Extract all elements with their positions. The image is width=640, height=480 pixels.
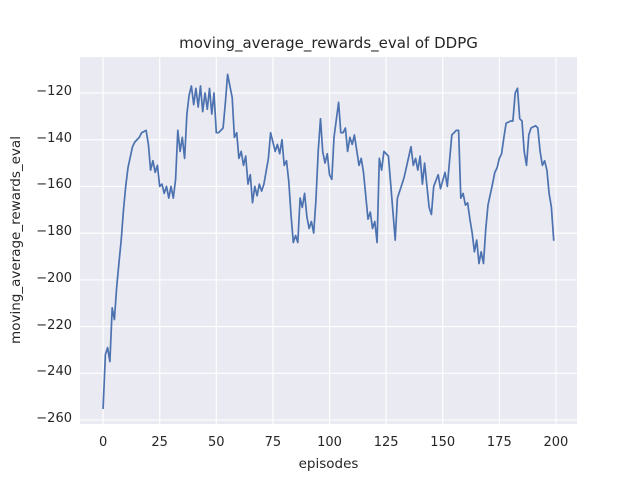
y-tick-label: −120 [36,83,72,99]
y-tick-label: −160 [36,177,72,193]
x-tick-label: 125 [373,435,399,450]
chart-title: moving_average_rewards_eval of DDPG [179,34,478,52]
reward-line-series [102,73,555,410]
y-tick-label: −240 [36,364,72,380]
x-tick-label: 200 [543,435,569,450]
y-tick-label: −260 [36,411,72,427]
x-tick-label: 175 [486,435,512,450]
y-tick-label: −200 [36,270,72,286]
x-tick-label: 100 [317,435,342,450]
x-axis-label: episodes [298,456,359,472]
x-tick-label: 75 [264,435,282,450]
y-tick-label: −140 [36,130,72,146]
x-tick-label: 0 [98,435,108,450]
y-tick-label: −180 [36,224,72,240]
y-tick-label: −220 [36,317,72,333]
x-tick-label: 25 [151,435,168,450]
plot-area [80,57,577,424]
x-tick-label: 50 [208,435,225,450]
x-tick-label: 150 [430,435,456,450]
